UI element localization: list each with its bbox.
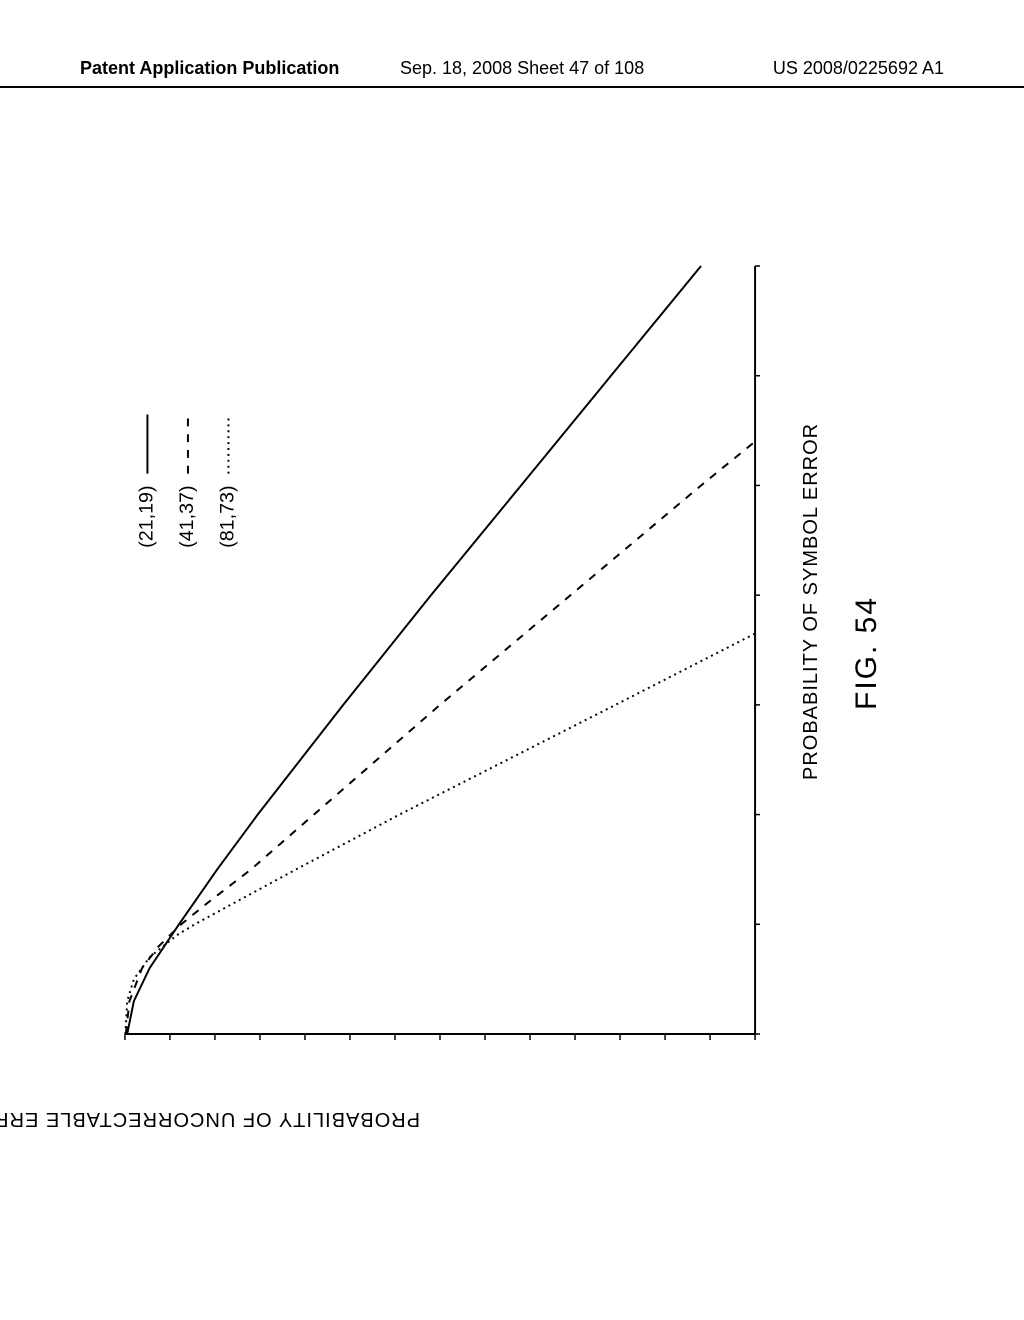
header-center: Sep. 18, 2008 Sheet 47 of 108 bbox=[400, 58, 644, 79]
chart-svg: 1.0E+001.0E-011.0E-021.0E-031.0E-041.0E-… bbox=[120, 260, 760, 1040]
header-left: Patent Application Publication bbox=[80, 58, 339, 79]
x-axis-label: PROBABILITY OF SYMBOL ERROR bbox=[800, 423, 823, 780]
header-right: US 2008/0225692 A1 bbox=[773, 58, 944, 79]
page-header: Patent Application Publication Sep. 18, … bbox=[0, 58, 1024, 88]
y-axis-label: PROBABILITY OF UNCORRECTABLE ERROR bbox=[0, 1107, 420, 1130]
legend-label: (21,19) bbox=[135, 485, 157, 547]
series-line bbox=[125, 634, 755, 1034]
rotated-figure: PROBABILITY OF UNCORRECTABLE ERROR PROBA… bbox=[90, 160, 930, 1160]
series-line bbox=[127, 266, 701, 1034]
legend-label: (81,73) bbox=[216, 485, 238, 547]
legend-label: (41,37) bbox=[176, 485, 198, 547]
figure-caption: FIG. 54 bbox=[850, 596, 884, 710]
figure-container: PROBABILITY OF UNCORRECTABLE ERROR PROBA… bbox=[90, 160, 930, 1160]
